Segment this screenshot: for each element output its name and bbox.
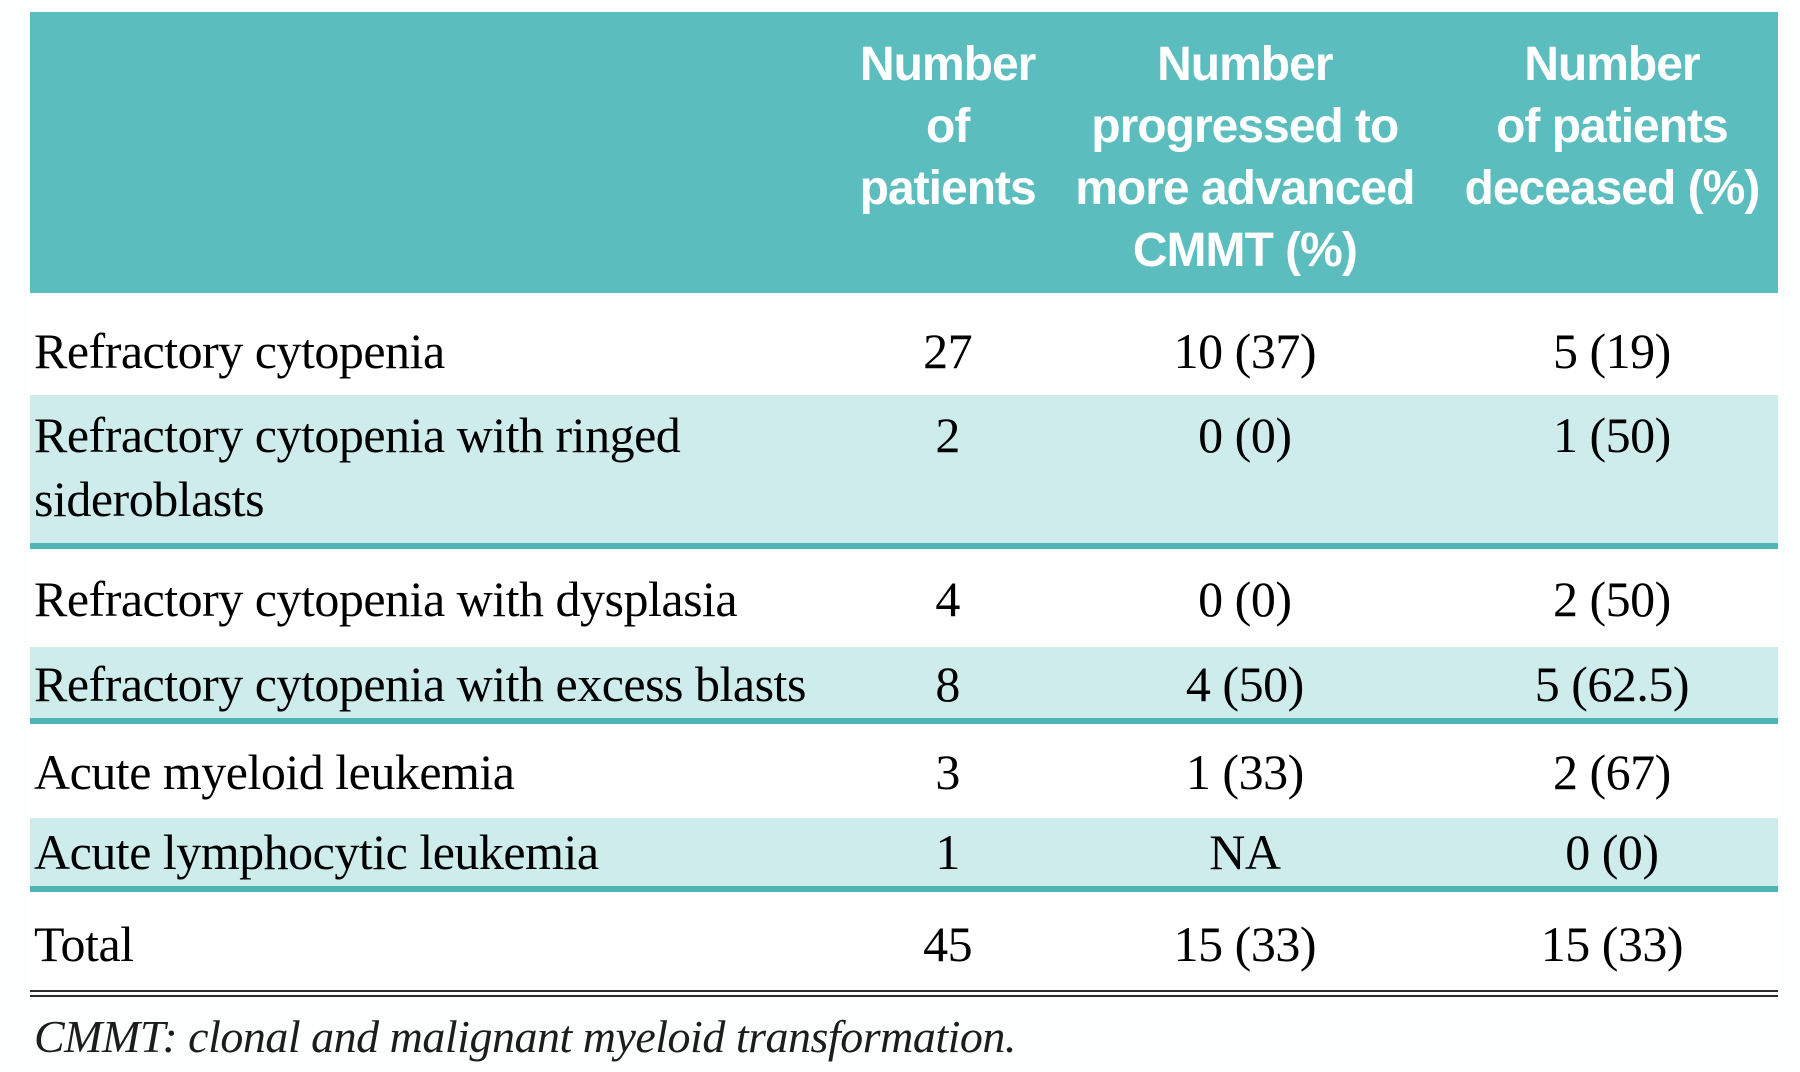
deceased-value: 5 (19) xyxy=(1552,323,1671,379)
patients-value: 27 xyxy=(923,323,973,379)
header-cell-category xyxy=(30,12,852,293)
row-label: Total xyxy=(34,916,134,972)
progressed-value: 15 (33) xyxy=(1173,916,1317,972)
patients-value: 45 xyxy=(923,916,973,972)
header-cell-progressed: Number progressed to more advanced CMMT … xyxy=(1075,38,1415,277)
progressed-value: 0 (0) xyxy=(1198,407,1292,463)
patients-value: 8 xyxy=(935,656,960,712)
patients-value: 1 xyxy=(935,824,960,880)
progressed-value: NA xyxy=(1209,824,1281,880)
deceased-value: 15 (33) xyxy=(1540,916,1684,972)
row-label: Refractory cytopenia with ringed siderob… xyxy=(34,407,681,527)
table-row: Acute myeloid leukemia 3 1 (33) 2 (67) xyxy=(30,724,1778,818)
table-row: Refractory cytopenia 27 10 (37) 5 (19) xyxy=(30,293,1778,395)
header-cell-deceased: Number of patients deceased (%) xyxy=(1464,38,1761,215)
outcomes-table: Number of patients Number progressed to … xyxy=(30,12,1778,1065)
deceased-value: 2 (67) xyxy=(1552,744,1671,800)
row-label: Refractory cytopenia with dysplasia xyxy=(34,571,738,627)
table-footnote: CMMT: clonal and malignant myeloid trans… xyxy=(34,1011,1016,1062)
patients-value: 4 xyxy=(935,571,960,627)
progressed-value: 4 (50) xyxy=(1185,656,1304,712)
progressed-value: 0 (0) xyxy=(1198,571,1292,627)
table-row: Refractory cytopenia with dysplasia 4 0 … xyxy=(30,549,1778,647)
row-label: Acute lymphocytic leukemia xyxy=(34,824,599,880)
table-header-row: Number of patients Number progressed to … xyxy=(30,12,1778,293)
row-label: Acute myeloid leukemia xyxy=(34,744,515,800)
row-label: Refractory cytopenia with excess blasts xyxy=(34,656,806,712)
table-row: Refractory cytopenia with ringed siderob… xyxy=(30,395,1778,549)
table-row: Refractory cytopenia with excess blasts … xyxy=(30,647,1778,724)
table-row: Acute lymphocytic leukemia 1 NA 0 (0) xyxy=(30,818,1778,892)
deceased-value: 1 (50) xyxy=(1552,407,1671,463)
header-cell-patients: Number of patients xyxy=(859,38,1037,215)
deceased-value: 2 (50) xyxy=(1552,571,1671,627)
deceased-value: 0 (0) xyxy=(1565,824,1659,880)
patients-value: 2 xyxy=(935,407,960,463)
progressed-value: 10 (37) xyxy=(1173,323,1317,379)
deceased-value: 5 (62.5) xyxy=(1534,656,1690,712)
footer-rule xyxy=(30,990,1778,997)
progressed-value: 1 (33) xyxy=(1185,744,1304,800)
row-label: Refractory cytopenia xyxy=(34,323,445,379)
table-row-total: Total 45 15 (33) 15 (33) xyxy=(30,892,1778,990)
patients-value: 3 xyxy=(935,744,960,800)
